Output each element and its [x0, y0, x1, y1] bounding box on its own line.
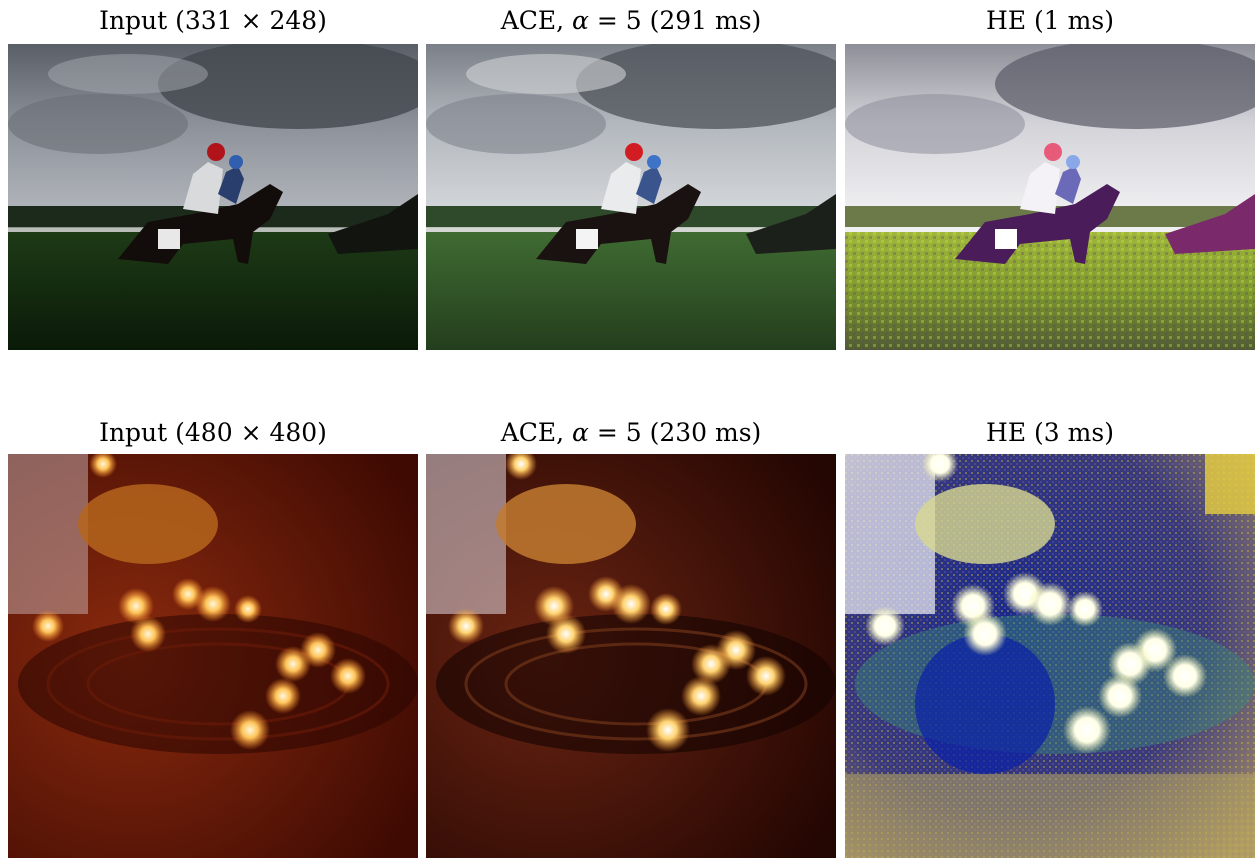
image-ace-candles [426, 454, 836, 858]
caption-ace-candles: ACE, α = 5 (230 ms) [500, 418, 762, 447]
caption-input-candles: Input (480 × 480) [99, 418, 327, 447]
caption-ace-horse: ACE, α = 5 (291 ms) [500, 6, 762, 35]
image-he-horse [845, 44, 1255, 350]
caption-input-horse: Input (331 × 248) [99, 6, 327, 35]
image-input-horse [8, 44, 418, 350]
caption-he-horse: HE (1 ms) [986, 6, 1114, 35]
image-ace-horse [426, 44, 836, 350]
image-he-candles [845, 454, 1255, 858]
image-input-candles [8, 454, 418, 858]
caption-he-candles: HE (3 ms) [986, 418, 1114, 447]
